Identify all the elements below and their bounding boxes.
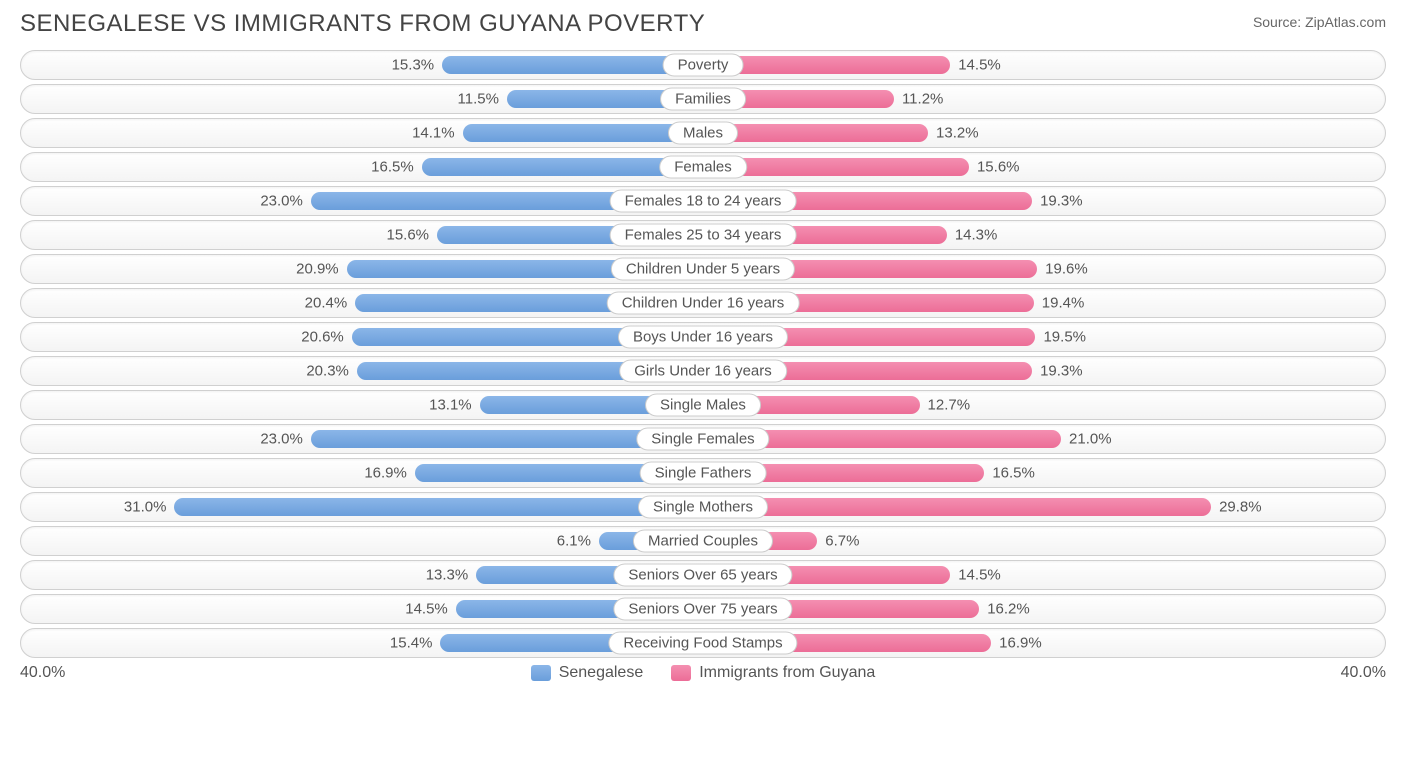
chart-row: 20.9% 19.6% Children Under 5 years	[20, 254, 1386, 284]
bar-left	[463, 124, 703, 142]
pct-right-label: 19.6%	[1045, 261, 1088, 278]
chart-footer: 40.0% Senegalese Immigrants from Guyana …	[20, 664, 1386, 682]
pct-right-label: 16.9%	[999, 635, 1042, 652]
chart-row: 15.3% 14.5% Poverty	[20, 50, 1386, 80]
pct-right-label: 19.5%	[1043, 329, 1086, 346]
chart-source: Source: ZipAtlas.com	[1253, 14, 1386, 30]
category-label: Seniors Over 65 years	[613, 564, 792, 587]
category-label: Females	[659, 156, 747, 179]
chart-header: SENEGALESE VS IMMIGRANTS FROM GUYANA POV…	[20, 10, 1386, 38]
pct-left-label: 20.3%	[306, 363, 349, 380]
category-label: Children Under 5 years	[611, 258, 795, 281]
chart-row: 13.3% 14.5% Seniors Over 65 years	[20, 560, 1386, 590]
pct-right-label: 29.8%	[1219, 499, 1262, 516]
pct-left-label: 11.5%	[458, 91, 499, 108]
chart-row: 15.4% 16.9% Receiving Food Stamps	[20, 628, 1386, 658]
category-label: Females 18 to 24 years	[610, 190, 797, 213]
chart-row: 20.3% 19.3% Girls Under 16 years	[20, 356, 1386, 386]
pct-left-label: 15.4%	[390, 635, 433, 652]
chart-row: 15.6% 14.3% Females 25 to 34 years	[20, 220, 1386, 250]
chart-row: 31.0% 29.8% Single Mothers	[20, 492, 1386, 522]
category-label: Single Fathers	[640, 462, 767, 485]
pct-left-label: 20.6%	[301, 329, 344, 346]
pct-left-label: 13.1%	[429, 397, 472, 414]
pct-left-label: 20.9%	[296, 261, 339, 278]
legend-item-right: Immigrants from Guyana	[671, 664, 875, 682]
chart-title: SENEGALESE VS IMMIGRANTS FROM GUYANA POV…	[20, 10, 705, 38]
pct-left-label: 31.0%	[124, 499, 167, 516]
pct-right-label: 19.3%	[1040, 193, 1083, 210]
category-label: Poverty	[663, 54, 744, 77]
category-label: Families	[660, 88, 746, 111]
category-label: Boys Under 16 years	[618, 326, 788, 349]
pct-right-label: 15.6%	[977, 159, 1020, 176]
chart-legend: Senegalese Immigrants from Guyana	[531, 664, 876, 682]
chart-row: 14.1% 13.2% Males	[20, 118, 1386, 148]
chart-row: 14.5% 16.2% Seniors Over 75 years	[20, 594, 1386, 624]
pct-right-label: 14.3%	[955, 227, 998, 244]
axis-max-left: 40.0%	[20, 664, 65, 682]
axis-max-right: 40.0%	[1341, 664, 1386, 682]
pct-left-label: 14.5%	[405, 601, 448, 618]
pct-left-label: 23.0%	[260, 193, 303, 210]
bar-right	[703, 498, 1211, 516]
chart-row: 20.6% 19.5% Boys Under 16 years	[20, 322, 1386, 352]
pct-right-label: 13.2%	[936, 125, 979, 142]
chart-row: 23.0% 21.0% Single Females	[20, 424, 1386, 454]
pct-left-label: 23.0%	[260, 431, 303, 448]
chart-row: 16.5% 15.6% Females	[20, 152, 1386, 182]
pct-right-label: 11.2%	[902, 91, 943, 108]
poverty-diverging-chart: SENEGALESE VS IMMIGRANTS FROM GUYANA POV…	[0, 0, 1406, 702]
category-label: Single Mothers	[638, 496, 768, 519]
chart-rows: 15.3% 14.5% Poverty 11.5% 11.2% Families 14.1%…	[20, 50, 1386, 658]
chart-row: 6.1% 6.7% Married Couples	[20, 526, 1386, 556]
pct-left-label: 16.5%	[371, 159, 414, 176]
pct-right-label: 14.5%	[958, 567, 1001, 584]
pct-right-label: 14.5%	[958, 57, 1001, 74]
pct-right-label: 12.7%	[928, 397, 971, 414]
legend-right-label: Immigrants from Guyana	[699, 664, 875, 682]
pct-right-label: 16.5%	[992, 465, 1035, 482]
legend-swatch-left-icon	[531, 665, 551, 681]
pct-right-label: 16.2%	[987, 601, 1030, 618]
category-label: Males	[668, 122, 738, 145]
pct-left-label: 16.9%	[364, 465, 407, 482]
legend-left-label: Senegalese	[559, 664, 644, 682]
legend-item-left: Senegalese	[531, 664, 644, 682]
category-label: Married Couples	[633, 530, 773, 553]
pct-right-label: 6.7%	[825, 533, 859, 550]
category-label: Single Females	[636, 428, 769, 451]
pct-left-label: 14.1%	[412, 125, 455, 142]
chart-row: 16.9% 16.5% Single Fathers	[20, 458, 1386, 488]
pct-right-label: 19.3%	[1040, 363, 1083, 380]
category-label: Single Males	[645, 394, 761, 417]
chart-row: 23.0% 19.3% Females 18 to 24 years	[20, 186, 1386, 216]
pct-left-label: 13.3%	[426, 567, 469, 584]
pct-left-label: 15.6%	[386, 227, 429, 244]
chart-row: 11.5% 11.2% Families	[20, 84, 1386, 114]
category-label: Receiving Food Stamps	[608, 632, 797, 655]
pct-right-label: 19.4%	[1042, 295, 1085, 312]
pct-left-label: 6.1%	[557, 533, 591, 550]
category-label: Females 25 to 34 years	[610, 224, 797, 247]
category-label: Children Under 16 years	[607, 292, 800, 315]
legend-swatch-right-icon	[671, 665, 691, 681]
bar-left	[174, 498, 703, 516]
category-label: Girls Under 16 years	[619, 360, 787, 383]
pct-left-label: 20.4%	[305, 295, 348, 312]
chart-row: 20.4% 19.4% Children Under 16 years	[20, 288, 1386, 318]
pct-left-label: 15.3%	[392, 57, 435, 74]
category-label: Seniors Over 75 years	[613, 598, 792, 621]
chart-row: 13.1% 12.7% Single Males	[20, 390, 1386, 420]
pct-right-label: 21.0%	[1069, 431, 1112, 448]
